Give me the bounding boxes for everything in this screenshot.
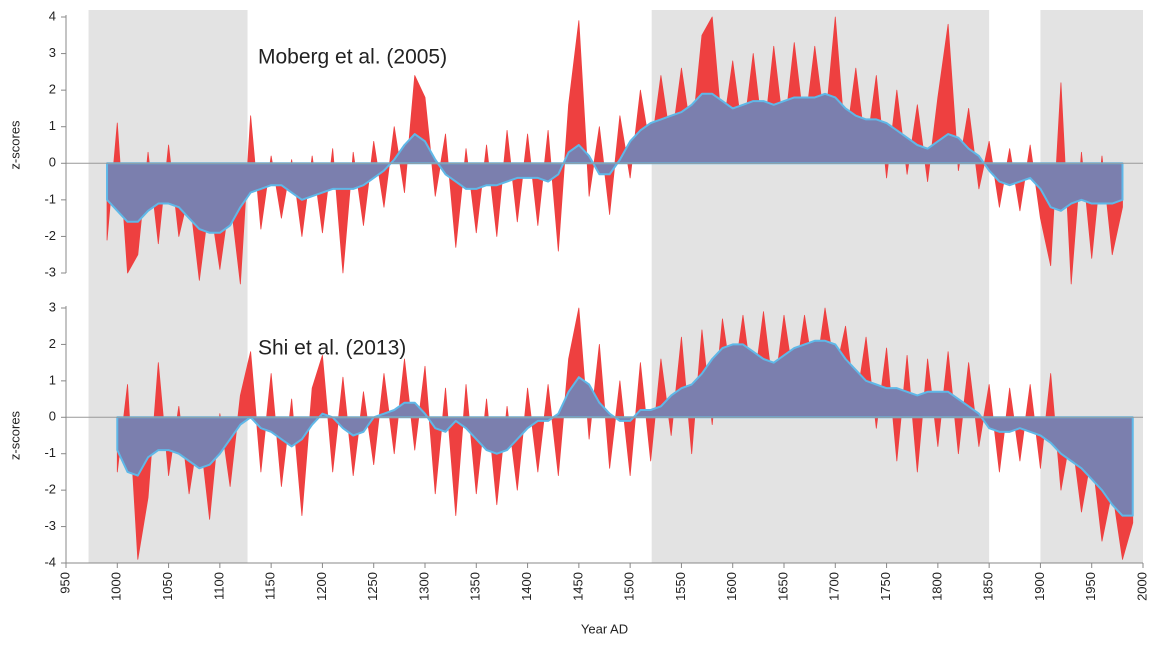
y-tick-label: -1 bbox=[44, 191, 56, 206]
panel-title: Moberg et al. (2005) bbox=[258, 46, 447, 69]
panel-title: Shi et al. (2013) bbox=[258, 337, 406, 360]
y-axis-label: z-scores bbox=[7, 120, 22, 170]
y-tick-label: 1 bbox=[49, 118, 56, 133]
y-tick-label: -3 bbox=[44, 264, 56, 279]
x-tick-label: 1950 bbox=[1083, 572, 1098, 601]
y-tick-label: 2 bbox=[49, 82, 56, 97]
x-tick-label: 1050 bbox=[160, 572, 175, 601]
y-tick-label: 0 bbox=[49, 155, 56, 170]
x-tick-label: 1350 bbox=[468, 572, 483, 601]
x-tick-label: 1600 bbox=[724, 572, 739, 601]
x-tick-label: 1550 bbox=[673, 572, 688, 601]
y-tick-label: 2 bbox=[49, 336, 56, 351]
x-tick-label: 1200 bbox=[314, 572, 329, 601]
series-area bbox=[116, 339, 1134, 517]
x-tick-label: 1450 bbox=[570, 572, 585, 601]
x-tick-label: 950 bbox=[57, 572, 72, 594]
x-tick-label: 1250 bbox=[365, 572, 380, 601]
y-tick-label: -2 bbox=[44, 482, 56, 497]
x-tick-label: 1850 bbox=[981, 572, 996, 601]
x-tick-label: 1400 bbox=[519, 572, 534, 601]
y-tick-label: -4 bbox=[44, 554, 56, 569]
y-tick-label: 1 bbox=[49, 372, 56, 387]
x-tick-label: 1100 bbox=[211, 572, 226, 600]
x-tick-label: 1300 bbox=[416, 572, 431, 601]
x-tick-label: 1500 bbox=[622, 572, 637, 601]
y-axis-label: z-scores bbox=[7, 410, 22, 460]
y-tick-label: 4 bbox=[49, 8, 56, 23]
x-tick-label: 1650 bbox=[775, 572, 790, 601]
x-axis-label: Year AD bbox=[581, 621, 628, 636]
shaded-span bbox=[88, 10, 248, 563]
y-tick-label: -1 bbox=[44, 445, 56, 460]
y-tick-label: -3 bbox=[44, 518, 56, 533]
y-tick-label: 0 bbox=[49, 409, 56, 424]
x-tick-label: 1900 bbox=[1032, 572, 1047, 601]
x-tick-label: 1750 bbox=[878, 572, 893, 601]
x-tick-label: 1800 bbox=[929, 572, 944, 601]
series-area bbox=[116, 307, 1134, 560]
x-tick-label: 2000 bbox=[1134, 572, 1149, 601]
x-tick-label: 1700 bbox=[827, 572, 842, 601]
x-tick-label: 1000 bbox=[109, 572, 124, 601]
y-tick-label: -2 bbox=[44, 228, 56, 243]
y-tick-label: 3 bbox=[49, 299, 56, 314]
y-tick-label: 3 bbox=[49, 45, 56, 60]
x-tick-label: 1150 bbox=[263, 572, 278, 600]
series-area bbox=[106, 92, 1124, 234]
